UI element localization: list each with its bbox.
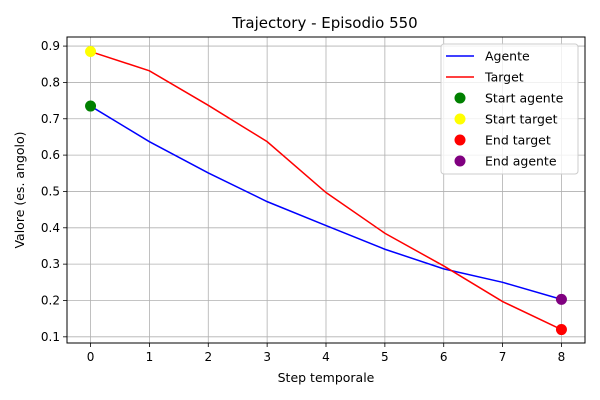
y-tick-label: 0.8 bbox=[41, 75, 60, 89]
x-axis-label: Step temporale bbox=[278, 370, 375, 385]
legend-marker-swatch bbox=[454, 155, 466, 167]
marker-start-target bbox=[85, 46, 97, 58]
legend-marker-swatch bbox=[454, 134, 466, 146]
x-tick-label: 1 bbox=[146, 350, 154, 364]
legend-label: Start target bbox=[485, 112, 558, 127]
marker-start-agente bbox=[85, 100, 97, 112]
series-lines bbox=[90, 50, 562, 331]
y-tick-label: 0.5 bbox=[41, 184, 60, 198]
markers bbox=[85, 46, 567, 336]
y-tick-label: 0.4 bbox=[41, 221, 60, 235]
legend-marker-swatch bbox=[454, 113, 466, 125]
series-line-target bbox=[90, 50, 562, 331]
marker-end-target bbox=[555, 324, 567, 336]
x-tick-label: 0 bbox=[87, 350, 95, 364]
y-tick-label: 0.1 bbox=[41, 330, 60, 344]
y-tick-label: 0.2 bbox=[41, 293, 60, 307]
series-line-agente bbox=[90, 105, 562, 301]
grid bbox=[67, 37, 585, 343]
axes: 0 1 2 3 4 5 6 7 8 0.1 0.2 0.3 0.4 0.5 0.6 0.7 0.8 0.9 bbox=[41, 39, 565, 364]
legend-label: Start agente bbox=[485, 91, 564, 106]
legend-box bbox=[440, 43, 579, 175]
legend-label: End target bbox=[485, 133, 551, 148]
legend-marker-swatch bbox=[454, 92, 466, 104]
chart-title: Trajectory - Episodio 550 bbox=[231, 14, 417, 32]
marker-end-agente bbox=[555, 293, 567, 305]
y-axis-label: Valore (es. angolo) bbox=[12, 131, 27, 248]
x-tick-label: 4 bbox=[322, 350, 330, 364]
y-tick-label: 0.7 bbox=[41, 112, 60, 126]
x-tick-label: 2 bbox=[204, 350, 212, 364]
x-tick-label: 6 bbox=[440, 350, 448, 364]
x-tick-label: 5 bbox=[381, 350, 389, 364]
y-tick-label: 0.6 bbox=[41, 148, 60, 162]
y-tick-label: 0.9 bbox=[41, 39, 60, 53]
legend-label: End agente bbox=[485, 154, 557, 169]
x-tick-label: 7 bbox=[499, 350, 507, 364]
legend-label: Target bbox=[484, 70, 524, 85]
legend: Agente Target Start agente Start target End … bbox=[440, 43, 579, 175]
y-tick-label: 0.3 bbox=[41, 257, 60, 271]
x-tick-label: 8 bbox=[558, 350, 566, 364]
x-tick-label: 3 bbox=[263, 350, 271, 364]
legend-label: Agente bbox=[485, 49, 530, 64]
